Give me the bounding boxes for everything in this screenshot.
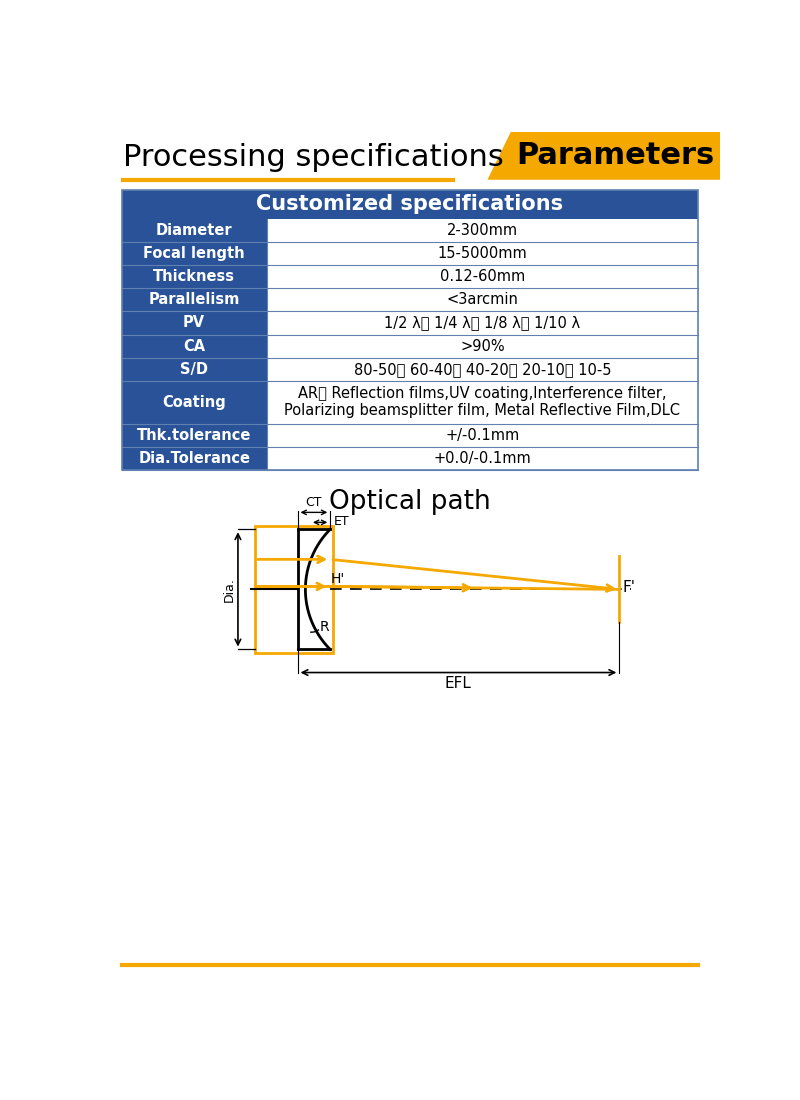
Text: 0.12-60mm: 0.12-60mm — [440, 270, 525, 284]
Bar — [266, 288, 698, 311]
Bar — [122, 242, 266, 265]
Bar — [266, 424, 698, 447]
Text: F': F' — [622, 581, 635, 595]
Text: 80-50、 60-40、 40-20、 20-10、 10-5: 80-50、 60-40、 40-20、 20-10、 10-5 — [354, 362, 611, 376]
Bar — [122, 189, 698, 470]
Text: >90%: >90% — [460, 339, 505, 353]
Text: +0.0/-0.1mm: +0.0/-0.1mm — [434, 451, 531, 466]
Text: <3arcmin: <3arcmin — [446, 293, 518, 307]
Text: S/D: S/D — [180, 362, 208, 376]
Bar — [266, 311, 698, 334]
Text: 1/2 λ、 1/4 λ、 1/8 λ、 1/10 λ: 1/2 λ、 1/4 λ、 1/8 λ、 1/10 λ — [385, 316, 581, 330]
Text: Focal length: Focal length — [143, 246, 245, 261]
Text: CT: CT — [306, 496, 322, 509]
Bar — [266, 219, 698, 242]
Text: R: R — [319, 619, 329, 634]
Bar — [122, 424, 266, 447]
Text: Diameter: Diameter — [156, 223, 233, 238]
Text: EFL: EFL — [445, 676, 472, 692]
Bar — [266, 334, 698, 358]
Polygon shape — [487, 132, 720, 179]
Bar — [266, 358, 698, 381]
Text: PV: PV — [183, 316, 206, 330]
Text: +/-0.1mm: +/-0.1mm — [446, 428, 519, 443]
Bar — [122, 381, 266, 424]
Bar — [266, 242, 698, 265]
Text: Processing specifications: Processing specifications — [123, 143, 504, 172]
Bar — [255, 526, 334, 652]
Text: H': H' — [331, 572, 346, 586]
Bar — [122, 265, 266, 288]
Text: CA: CA — [183, 339, 206, 353]
Text: Thickness: Thickness — [153, 270, 235, 284]
Bar — [122, 358, 266, 381]
Text: Customized specifications: Customized specifications — [257, 195, 563, 214]
Text: Parameters: Parameters — [516, 141, 714, 169]
Bar — [122, 219, 266, 242]
Text: Parallelism: Parallelism — [149, 293, 240, 307]
Bar — [266, 265, 698, 288]
Text: Dia.Tolerance: Dia.Tolerance — [138, 451, 250, 466]
Bar — [122, 447, 266, 470]
Text: Coating: Coating — [162, 395, 226, 410]
Text: ET: ET — [334, 515, 349, 528]
Text: 2-300mm: 2-300mm — [447, 223, 518, 238]
Bar — [266, 447, 698, 470]
Text: 15-5000mm: 15-5000mm — [438, 246, 527, 261]
Text: Thk.tolerance: Thk.tolerance — [137, 428, 251, 443]
Bar — [266, 381, 698, 424]
Bar — [122, 288, 266, 311]
Text: AR、 Reflection films,UV coating,Interference filter,
Polarizing beamsplitter fil: AR、 Reflection films,UV coating,Interfer… — [285, 386, 681, 418]
Bar — [122, 189, 698, 219]
Bar — [122, 334, 266, 358]
Bar — [122, 311, 266, 334]
Text: Optical path: Optical path — [329, 490, 491, 515]
Text: Dia.: Dia. — [222, 576, 236, 602]
